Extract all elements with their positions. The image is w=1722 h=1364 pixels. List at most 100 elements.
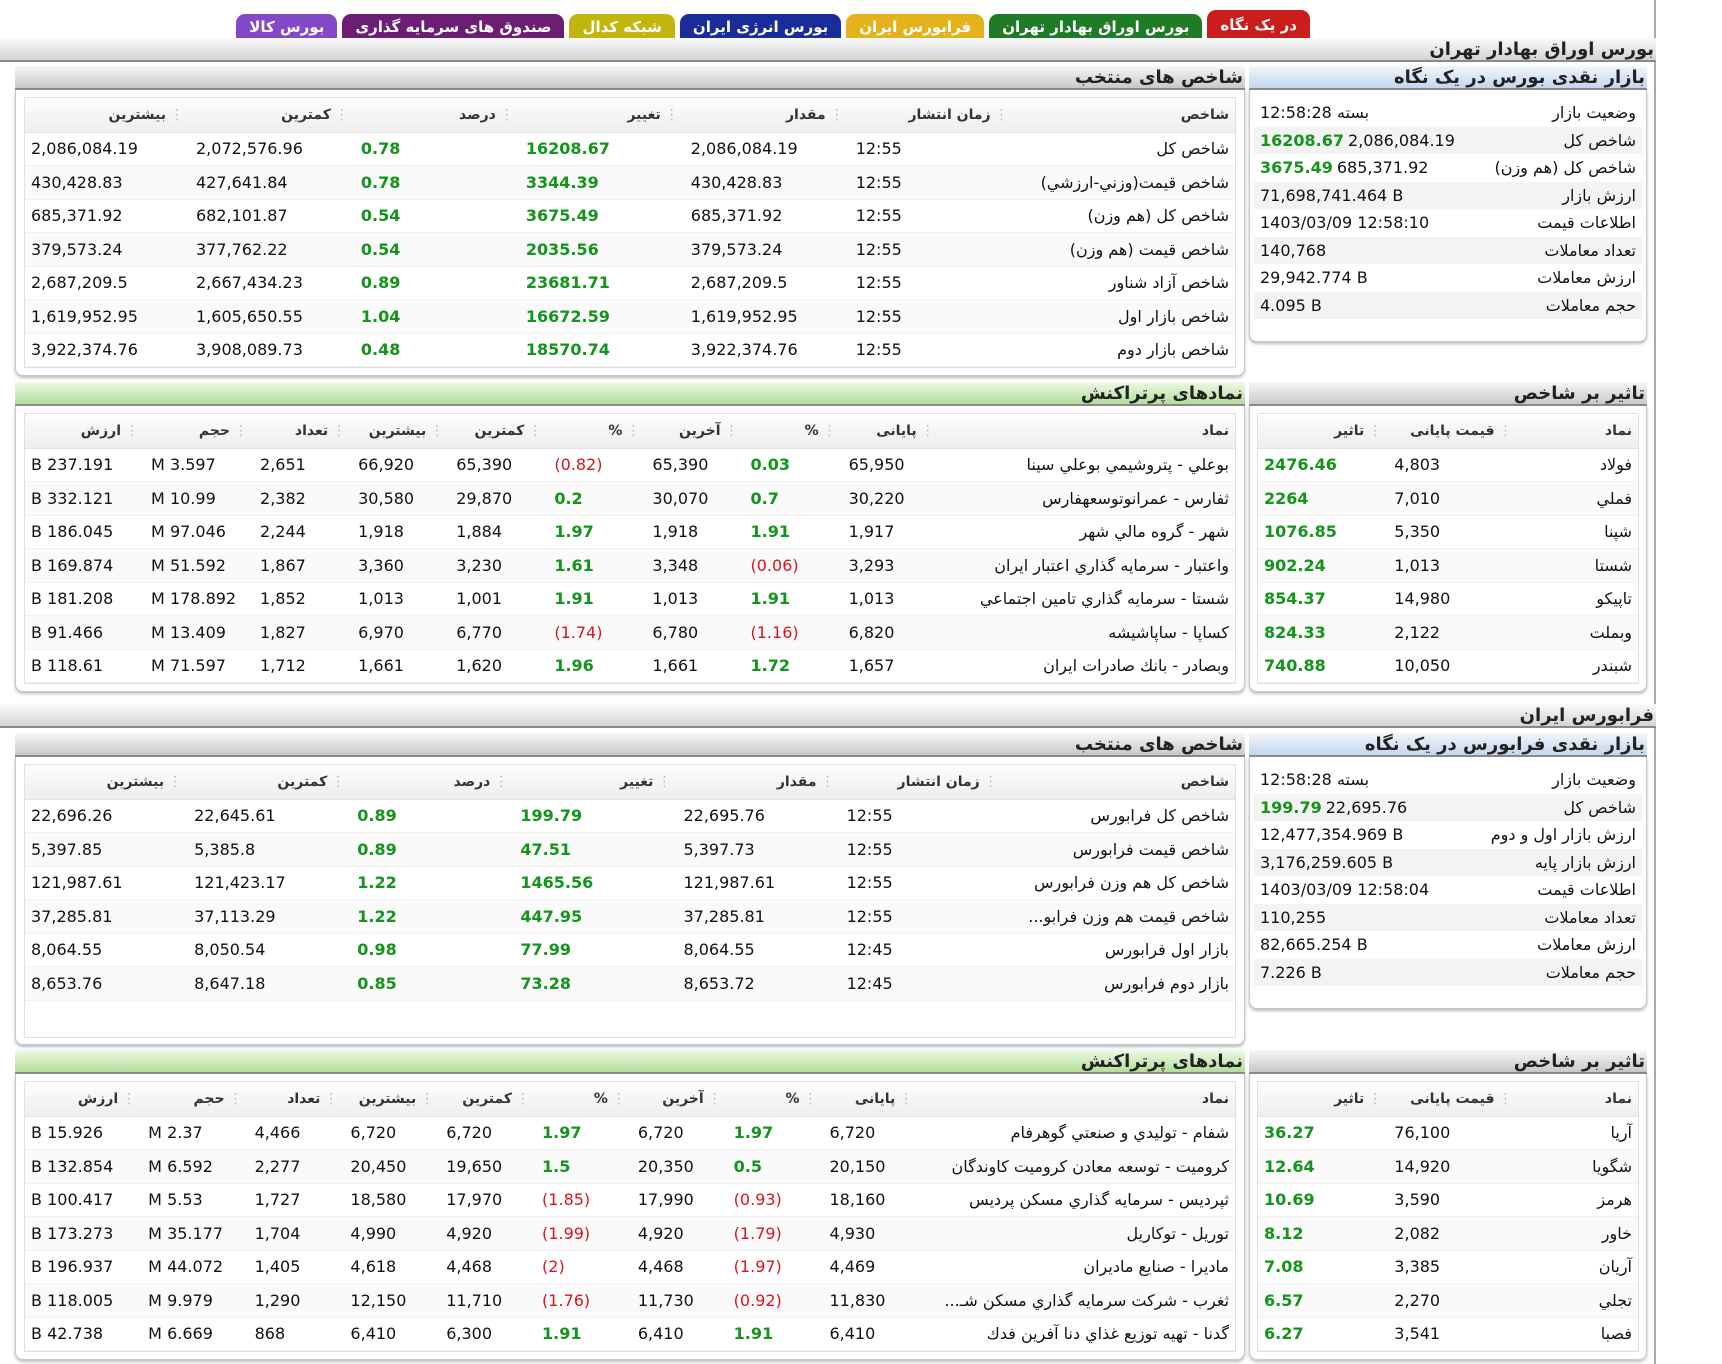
column-header[interactable]: ⋮حجم — [145, 414, 255, 449]
table-row[interactable]: وبصادر - بانك صادرات ايران 1,657 1.72 1,661… — [25, 649, 1235, 683]
column-header[interactable]: نماد — [919, 1082, 1235, 1117]
table-row[interactable]: كساپا - ساپاشيشه 6,820 (1.16) 6,780 (1.74) 6,… — [25, 615, 1235, 650]
column-header[interactable]: ⋮تاثیر — [1258, 1082, 1389, 1117]
column-header[interactable]: ⋮زمان انتشار — [840, 765, 1004, 800]
table-cell: 1.61 — [548, 548, 647, 583]
column-header[interactable]: شاخص — [1014, 98, 1235, 133]
column-header[interactable]: ⋮پایانی — [823, 1082, 920, 1117]
tab-3[interactable]: بورس انرژی ایران — [679, 14, 842, 41]
table-row[interactable]: آريا 76,100 36.27 — [1258, 1116, 1638, 1150]
table-row[interactable]: گدنا - تهيه توزيع غذاي دنا آفرين فدك 6,41… — [25, 1317, 1235, 1351]
table-cell: 4,468 — [440, 1250, 537, 1284]
column-header[interactable]: ⋮مقدار — [677, 765, 841, 800]
column-header[interactable]: ⋮پایانی — [842, 414, 941, 449]
column-header[interactable]: نماد — [1518, 414, 1638, 449]
table-row[interactable]: شبندر 10,050 740.88 — [1258, 649, 1638, 683]
table-cell: 1076.85 — [1258, 515, 1389, 549]
table-row[interactable]: فولاد 4,803 2476.46 — [1258, 448, 1638, 482]
table-row[interactable]: شهر - گروه مالي شهر 1,917 1.91 1,918 1.97 1,8… — [25, 515, 1235, 549]
table-row[interactable]: بازار اول فرابورس 12:45 8,064.55 77.99 0.98 8… — [25, 933, 1235, 967]
column-separator: ⋮ — [420, 1090, 435, 1107]
column-header[interactable]: ⋮مقدار — [684, 98, 850, 133]
table-row[interactable]: شاخص قیمت هم وزن فرابو... 12:55 37,285.81 4… — [25, 899, 1235, 934]
table-row[interactable]: وبملت 2,122 824.33 — [1258, 615, 1638, 650]
tab-2[interactable]: فرابورس ایران — [846, 14, 985, 41]
table-row[interactable]: خاور 2,082 8.12 — [1258, 1216, 1638, 1251]
table-row[interactable]: تاپيكو 14,980 854.37 — [1258, 582, 1638, 616]
table-row[interactable]: مادیرا - صنايع ماديران 4,469 (1.97) 4,468 (2… — [25, 1250, 1235, 1284]
column-header[interactable]: ⋮آخرین — [646, 414, 745, 449]
tab-5[interactable]: صندوق های سرمایه گذاری — [342, 14, 565, 41]
column-header[interactable]: ⋮قیمت پایانی — [1388, 1082, 1519, 1117]
table-cell: 30,220 — [842, 481, 941, 516]
column-header[interactable]: نماد — [940, 414, 1235, 449]
table-cell: 0.54 — [354, 199, 520, 233]
table-row[interactable]: فملي 7,010 2264 — [1258, 481, 1638, 516]
table-row[interactable]: توریل - توكاريل 4,930 (1.79) 4,920 (1.99) 4,9… — [25, 1216, 1235, 1251]
column-header[interactable]: ⋮بیشترین — [25, 98, 190, 133]
table-row[interactable]: آريان 3,385 7.08 — [1258, 1250, 1638, 1284]
table-row[interactable]: شگويا 14,920 12.64 — [1258, 1149, 1638, 1184]
table-row[interactable]: شاخص کل فرابورس 12:55 22,695.76 199.79 0.89 2… — [25, 799, 1235, 833]
column-header[interactable]: ⋮تعداد — [254, 414, 353, 449]
table-row[interactable]: شاخص کل 12:55 2,086,084.19 16208.67 0.78 2,07… — [25, 132, 1235, 166]
table-row[interactable]: شاخص قیمت (هم وزن) 12:55 379,573.24 2035.56… — [25, 232, 1235, 267]
table-row[interactable]: شاخص کل هم وزن فرابورس 12:55 121,987.61 146… — [25, 866, 1235, 900]
table-row[interactable]: شاخص قیمت فرابورس 12:55 5,397.73 47.51 0.89 5… — [25, 832, 1235, 867]
tab-6[interactable]: بورس کالا — [236, 14, 338, 41]
column-header[interactable]: ⋮تغییر — [519, 98, 685, 133]
column-header[interactable]: ⋮درصد — [354, 98, 520, 133]
table-cell: (1.76) — [536, 1283, 632, 1318]
table-row[interactable]: شستا - سرمايه گذاري تامين اجتماعي 1,013 1.… — [25, 582, 1235, 616]
table-cell: 1,918 — [646, 515, 745, 549]
tab-0[interactable]: در یک نگاه — [1207, 10, 1310, 41]
column-header[interactable]: ⋮بیشترین — [25, 765, 189, 800]
table-row[interactable]: بوعلي - پتروشيمي بوعلي سينا 65,950 0.03 65,… — [25, 448, 1235, 482]
column-header[interactable]: ⋮کمترین — [450, 414, 549, 449]
tab-1[interactable]: بورس اوراق بهادار تهران — [989, 14, 1203, 41]
table-row[interactable]: فصبا 3,541 6.27 — [1258, 1317, 1638, 1351]
column-header[interactable]: شاخص — [1003, 765, 1235, 800]
column-header[interactable]: نماد — [1518, 1082, 1638, 1117]
table-row[interactable]: هرمز 3,590 10.69 — [1258, 1183, 1638, 1217]
table-row[interactable]: شستا 1,013 902.24 — [1258, 548, 1638, 583]
column-header[interactable]: ⋮بیشترین — [352, 414, 451, 449]
table-row[interactable]: شفام - توليدي و صنعتي گوهرفام 6,720 1.97 6,… — [25, 1116, 1235, 1150]
table-row[interactable]: شاخص قیمت(وزني-ارزشي) 12:55 430,428.83 3344… — [25, 165, 1235, 200]
column-header[interactable]: ⋮درصد — [351, 765, 515, 800]
table-row[interactable]: ثفارس - عمرانوتوسعهفارس 30,220 0.7 30,070 0.… — [25, 481, 1235, 516]
column-header[interactable]: ⋮تعداد — [248, 1082, 345, 1117]
column-separator: ⋮ — [724, 422, 739, 439]
table-row[interactable]: بازار دوم فرابورس 12:45 8,653.72 73.28 0.85 8… — [25, 966, 1235, 1001]
table-row[interactable]: شاخص کل (هم وزن) 12:55 685,371.92 3675.49 0.… — [25, 199, 1235, 233]
tab-4[interactable]: شبکه کدال — [569, 14, 675, 41]
column-header[interactable]: ⋮تاثیر — [1258, 414, 1389, 449]
table-cell: 3,348 — [646, 548, 745, 583]
column-header[interactable]: ⋮ارزش — [25, 1082, 143, 1117]
table-row[interactable]: كرومیت - توسعه معادن كروميت كاوندگان 20,1… — [25, 1149, 1235, 1184]
column-header[interactable]: ⋮حجم — [142, 1082, 249, 1117]
column-header[interactable]: ⋮ارزش — [25, 414, 146, 449]
column-header[interactable]: ⋮آخرین — [631, 1082, 728, 1117]
table-row[interactable]: شاخص بازار دوم 12:55 3,922,374.76 18570.74 0… — [25, 333, 1235, 367]
column-header[interactable]: ⋮% — [744, 414, 843, 449]
column-header[interactable]: ⋮قیمت پایانی — [1388, 414, 1519, 449]
column-header[interactable]: ⋮% — [536, 1082, 632, 1117]
column-header[interactable]: ⋮% — [727, 1082, 824, 1117]
table-row[interactable]: شاخص آزاد شناور 12:55 2,687,209.5 23681.71 0… — [25, 266, 1235, 300]
column-header[interactable]: ⋮بیشترین — [344, 1082, 441, 1117]
column-header[interactable]: ⋮تغییر — [514, 765, 678, 800]
column-header-label: تغییر — [620, 773, 654, 790]
table-row[interactable]: ثپردیس - سرمايه گذاري مسكن پرديس 18,160 (0… — [25, 1183, 1235, 1217]
table-row[interactable]: تجلي 2,270 6.57 — [1258, 1283, 1638, 1318]
column-header[interactable]: ⋮زمان انتشار — [849, 98, 1015, 133]
column-header[interactable]: ⋮کمترین — [440, 1082, 537, 1117]
table-row[interactable]: شپنا 5,350 1076.85 — [1258, 515, 1638, 549]
column-header[interactable]: ⋮کمترین — [190, 98, 355, 133]
table-row[interactable]: ثغرب - شركت سرمايه گذاري مسكن شـ... 11,83… — [25, 1283, 1235, 1318]
table-row[interactable]: واعتبار - سرمايه گذاري اعتبار ايران 3,293… — [25, 548, 1235, 583]
table-body: فولاد 4,803 2476.46 فملي 7,010 2264 شپنا 5,350 1… — [1258, 448, 1638, 683]
table-row[interactable]: شاخص بازار اول 12:55 1,619,952.95 16672.59 1… — [25, 299, 1235, 334]
column-header[interactable]: ⋮کمترین — [188, 765, 352, 800]
column-header[interactable]: ⋮% — [548, 414, 647, 449]
